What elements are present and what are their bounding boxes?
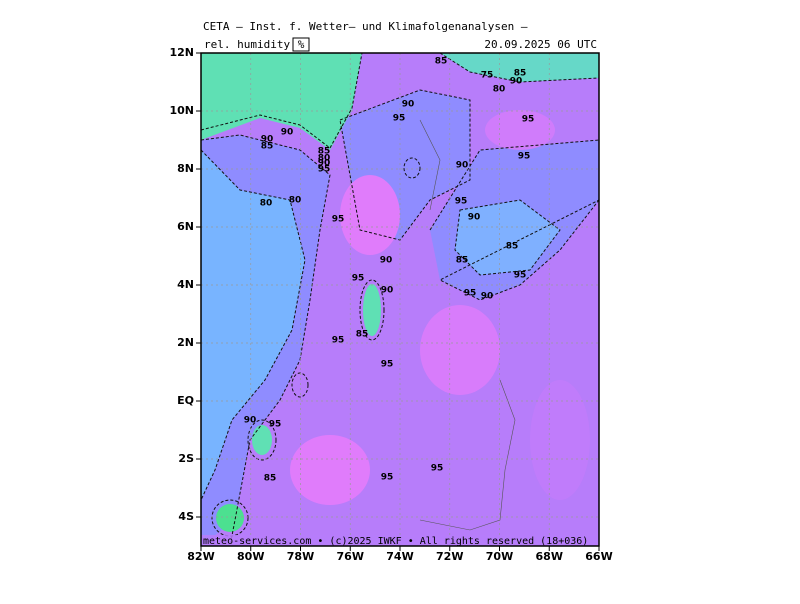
lon-label: 72W (436, 550, 463, 563)
contour (201, 149, 306, 501)
lon-label: 66W (585, 550, 612, 563)
lat-label: 4S (178, 510, 194, 523)
region-low (455, 200, 560, 275)
contour (454, 199, 561, 276)
region-dry (201, 53, 362, 150)
lat-label: EQ (177, 394, 194, 407)
footer: meteo-services.com • (c)2025 IWKF • All … (203, 536, 588, 547)
variable: rel. humidity (204, 38, 290, 51)
contour-label: 95 (518, 152, 531, 162)
lat-label: 6N (177, 220, 194, 233)
contour-label: 90 (468, 213, 481, 223)
lat-label: 2S (178, 452, 194, 465)
contour-label: 85 (318, 147, 331, 157)
contour-label: 95 (332, 215, 345, 225)
region-dry (252, 425, 272, 455)
date: 20.09.2025 06 UTC (484, 38, 597, 51)
contour (211, 499, 249, 537)
graticule (201, 53, 599, 546)
lon-label: 82W (187, 550, 214, 563)
contour (439, 53, 599, 83)
contour-label: 80 (289, 196, 302, 206)
lat-label: 4N (177, 278, 194, 291)
contour-label: 95 (332, 336, 345, 346)
contour-label: 75 (481, 71, 494, 81)
lat-label: 10N (169, 104, 194, 117)
contour (291, 372, 309, 398)
region-moist (290, 435, 370, 505)
contour (339, 89, 471, 241)
lon-label: 68W (536, 550, 563, 563)
field (201, 53, 599, 546)
contour-label: 85 (506, 242, 519, 252)
footer-band (201, 535, 599, 546)
lon-label: 76W (337, 550, 364, 563)
lat-label: 12N (169, 46, 194, 59)
contour-label: 95 (269, 420, 282, 430)
contour-label: 85 (261, 142, 274, 152)
contour-label: 90 (456, 161, 469, 171)
lat-label: 2N (177, 336, 194, 349)
lon-label: 70W (486, 550, 513, 563)
contour-label: 90 (381, 286, 394, 296)
title: CETA — Inst. f. Wetter— und Klimafolgena… (203, 20, 528, 33)
contour-label: 90 (481, 292, 494, 302)
contour-label: 95 (352, 274, 365, 284)
lon-label: 80W (237, 550, 264, 563)
lon-label: 74W (386, 550, 413, 563)
contour (403, 157, 421, 179)
contour-label: 85 (356, 330, 369, 340)
contour-label: 80 (318, 154, 331, 164)
contour (359, 279, 385, 341)
contour-label: 85 (435, 57, 448, 67)
contour-label: 90 (380, 256, 393, 266)
contour-label: 85 (514, 69, 527, 79)
contour-label: 90 (281, 128, 294, 138)
contour (201, 53, 363, 149)
region-mid (201, 135, 330, 546)
contour-label: 90 (244, 416, 257, 426)
contour-label: 80 (260, 199, 273, 209)
contour-label: 90 (402, 100, 415, 110)
region-moist (530, 380, 590, 500)
region-moist (485, 110, 555, 150)
region-moist (340, 175, 400, 255)
region-humid-low (201, 150, 305, 500)
contour (247, 419, 277, 461)
contour-label: 95 (431, 464, 444, 474)
contour-label: 85 (456, 256, 469, 266)
contour-label: 95 (455, 197, 468, 207)
contour-label: 95 (393, 114, 406, 124)
region-dry (440, 53, 599, 82)
lat-label: 8N (177, 162, 194, 175)
contour (429, 139, 599, 301)
contour-label: 85 (264, 474, 277, 484)
contour-label: 80 (493, 85, 506, 95)
border (419, 119, 516, 531)
contour (201, 134, 331, 546)
contour-label: 90 (510, 77, 523, 87)
lon-label: 78W (287, 550, 314, 563)
region-dry (363, 284, 381, 336)
contour-label: 95 (381, 360, 394, 370)
contour-label: 90 (318, 159, 331, 169)
contour-label: 95 (464, 289, 477, 299)
unit: % (298, 38, 305, 51)
contour-label: 95 (522, 115, 535, 125)
contour-label: 95 (318, 165, 331, 175)
region-moist (420, 305, 500, 395)
region-dry (216, 504, 244, 532)
unit-box (292, 37, 310, 52)
contour-label: 95 (381, 473, 394, 483)
contour-label: 90 (261, 135, 274, 145)
contour-label: 95 (514, 271, 527, 281)
